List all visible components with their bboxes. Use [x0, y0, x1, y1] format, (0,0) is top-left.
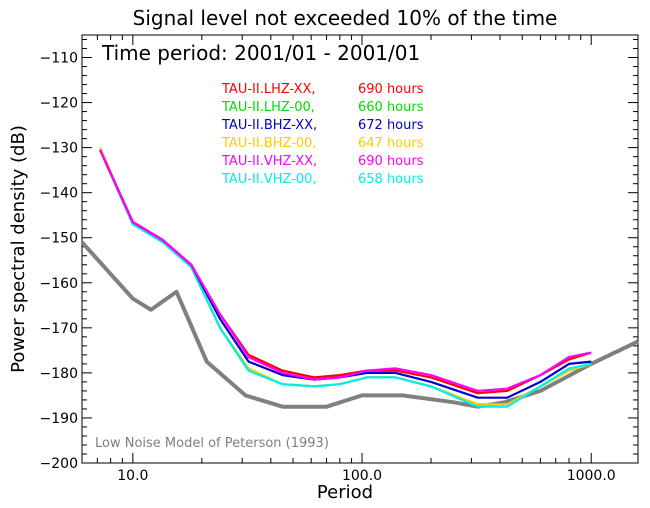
chart-title: Signal level not exceeded 10% of the tim…	[133, 6, 558, 30]
legend-entry-name: TAU-II.BHZ-XX,	[221, 118, 317, 133]
y-axis-label: Power spectral density (dB)	[8, 125, 29, 373]
y-tick-label: −190	[40, 411, 78, 427]
series-lines	[80, 147, 639, 409]
x-tick-label: 1000.0	[567, 468, 616, 484]
legend-entry-hours: 660 hours	[358, 100, 424, 115]
legend-entry-hours: 690 hours	[358, 154, 424, 169]
y-tick-label: −130	[40, 141, 78, 157]
series-line-4	[99, 149, 592, 392]
y-tick-label: −160	[40, 276, 78, 292]
legend-entry-name: TAU-II.VHZ-00,	[221, 172, 317, 187]
y-tick-label: −200	[40, 456, 78, 472]
legend-entry-hours: 647 hours	[358, 136, 424, 151]
legend-entry-hours: 672 hours	[358, 118, 424, 133]
x-axis-label: Period	[317, 482, 373, 503]
reference-label: Low Noise Model of Peterson (1993)	[95, 436, 329, 451]
legend-entry-name: TAU-II.BHZ-00,	[221, 136, 317, 151]
legend-entry-hours: 690 hours	[358, 82, 424, 97]
y-tick-label: −140	[40, 186, 78, 202]
legend: TAU-II.LHZ-XX, 690 hours TAU-II.LHZ-00, 660…	[221, 82, 424, 187]
legend-entry-name: TAU-II.VHZ-XX,	[221, 154, 317, 169]
x-tick-label: 10.0	[117, 468, 148, 484]
chart-subtitle: Time period: 2001/01 - 2001/01	[101, 41, 420, 65]
y-tick-label: −120	[40, 96, 78, 112]
legend-entry-name: TAU-II.LHZ-XX,	[221, 82, 316, 97]
legend-entry-name: TAU-II.LHZ-00,	[221, 100, 315, 115]
x-tick-label: 100.0	[342, 468, 382, 484]
y-tick-label: −110	[40, 51, 78, 67]
y-tick-label: −170	[40, 321, 78, 337]
series-line-5	[99, 149, 592, 408]
y-tick-label: −150	[40, 231, 78, 247]
legend-entry-hours: 658 hours	[358, 172, 424, 187]
y-tick-label: −180	[40, 366, 78, 382]
axis-tick-labels: −110 −120 −130 −140 −150 −160 −170 −180 −190 −200…	[40, 51, 616, 484]
axis-ticks	[81, 35, 638, 464]
plot-frame	[81, 34, 639, 464]
